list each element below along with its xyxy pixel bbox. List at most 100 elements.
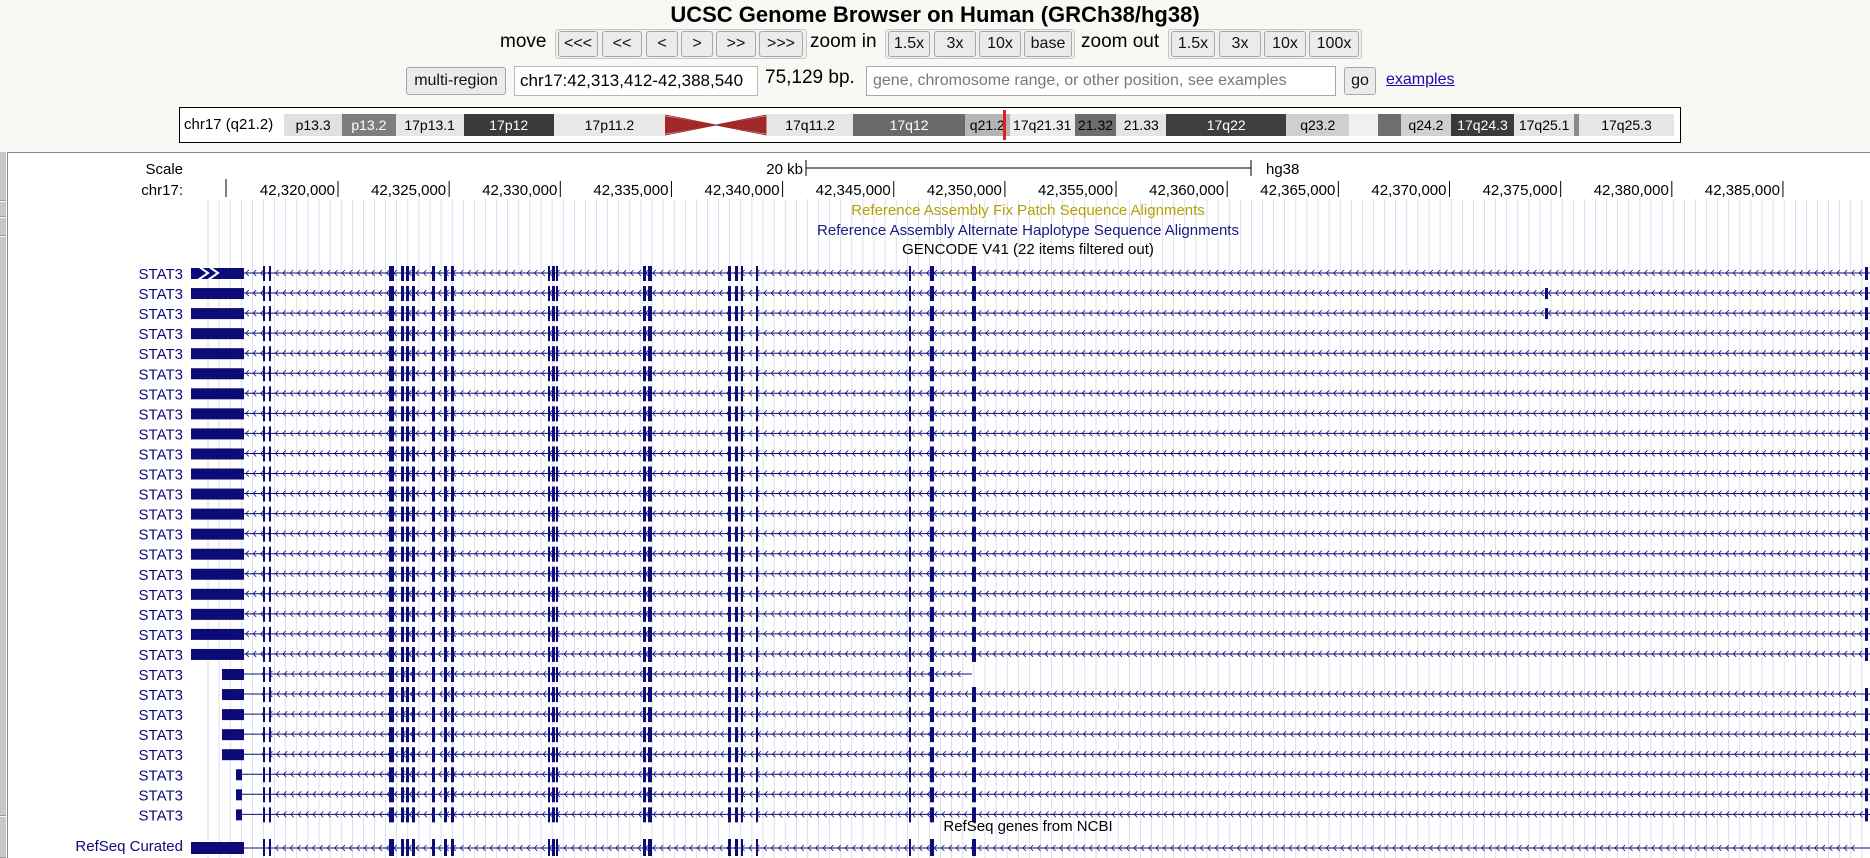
examples-link[interactable]: examples [1386, 71, 1455, 88]
track-image[interactable]: Scale 20 kb hg38 chr17: 42,320,000 42,325… [7, 152, 1870, 858]
exon [735, 767, 738, 783]
exon [451, 426, 454, 442]
ideogram-band: 17q25.3 [1579, 114, 1674, 136]
zoom-out-3x-button[interactable]: 3x [1219, 31, 1261, 57]
exon [930, 486, 934, 502]
exon [552, 606, 555, 622]
position-search-input[interactable] [866, 66, 1336, 96]
exon [548, 546, 550, 562]
exon [909, 787, 911, 803]
scale-label: Scale [145, 161, 183, 178]
transcript-label: STAT3 [139, 426, 183, 443]
exon [263, 486, 265, 502]
exon [756, 486, 758, 502]
exon [648, 286, 652, 302]
exon [756, 839, 758, 856]
go-button[interactable]: go [1344, 67, 1376, 95]
exon [389, 747, 394, 763]
exon [756, 266, 758, 281]
exon [930, 526, 934, 542]
move-step-left-button[interactable]: < [646, 31, 678, 57]
exon [735, 266, 738, 281]
exon [556, 446, 558, 462]
exon [451, 606, 454, 622]
scale-bar-text: 20 kb [766, 161, 803, 178]
exon [1865, 507, 1868, 521]
track-handle-ruler[interactable] [0, 152, 6, 201]
track-handle-gencode[interactable] [0, 237, 6, 816]
exon [741, 787, 743, 803]
exon [412, 446, 415, 462]
exon [406, 787, 409, 803]
track-handle-refseq[interactable] [0, 817, 6, 858]
track-handle-fix-patch[interactable] [0, 202, 6, 217]
exon [263, 326, 265, 342]
zoom-in-10x-button[interactable]: 10x [979, 31, 1021, 57]
exon [389, 646, 394, 662]
zoom-in-3x-button[interactable]: 3x [934, 31, 976, 57]
exon [648, 687, 652, 703]
ideogram-band: 17p13.1 [395, 114, 464, 136]
refseq-track-label[interactable]: RefSeq Curated [75, 838, 183, 855]
exon [735, 546, 738, 562]
exon [432, 646, 435, 662]
exon [548, 727, 550, 743]
exon [556, 626, 558, 642]
exon [972, 326, 976, 342]
ruler-tick-label: 42,375,000 [1483, 182, 1558, 199]
utr-block [191, 528, 244, 540]
exon [406, 526, 409, 542]
exon [643, 506, 646, 522]
move-far-left-button[interactable]: <<< [558, 31, 598, 57]
exon [1865, 387, 1868, 401]
exon [648, 606, 652, 622]
exon [263, 566, 265, 582]
chromosome-ideogram[interactable]: chr17 (q21.2) p13.3 p13.2 17p13.1 17p12 17p1… [179, 107, 1681, 143]
exon [444, 586, 447, 602]
exon [269, 386, 271, 402]
exon [406, 606, 409, 622]
zoom-out-100x-button[interactable]: 100x [1309, 31, 1359, 57]
zoom-in-base-button[interactable]: base [1024, 31, 1072, 57]
exon [909, 466, 911, 482]
exon [1865, 788, 1868, 802]
exon [444, 526, 447, 542]
exon [406, 426, 409, 442]
exon [741, 839, 743, 856]
exon [412, 366, 415, 382]
exon [269, 687, 271, 703]
exon [401, 386, 404, 402]
exon [269, 366, 271, 382]
exon [401, 687, 404, 703]
exon [451, 566, 454, 582]
move-left-button[interactable]: << [602, 31, 642, 57]
transcript-label: STAT3 [139, 587, 183, 604]
ruler-tick-label: 42,350,000 [927, 182, 1002, 199]
exon [552, 626, 555, 642]
exon [1865, 467, 1868, 481]
move-right-button[interactable]: >> [716, 31, 756, 57]
exon [648, 326, 652, 342]
exon [263, 286, 265, 302]
exon [741, 266, 743, 281]
exon [401, 787, 404, 803]
track-handle-alt-haplotype[interactable] [0, 218, 6, 236]
move-step-right-button[interactable]: > [681, 31, 713, 57]
gencode-track-title: GENCODE V41 (22 items filtered out) [902, 241, 1154, 258]
zoom-out-10x-button[interactable]: 10x [1264, 31, 1306, 57]
exon [389, 707, 394, 723]
exon [728, 566, 731, 582]
zoom-out-1-5x-button[interactable]: 1.5x [1171, 31, 1215, 57]
zoom-in-1-5x-button[interactable]: 1.5x [888, 31, 930, 57]
exon [930, 286, 934, 302]
transcript-label: STAT3 [139, 446, 183, 463]
multi-region-button[interactable]: multi-region [406, 67, 506, 95]
utr-block [191, 348, 244, 360]
exon [735, 386, 738, 402]
exon [756, 687, 758, 703]
exon [401, 747, 404, 763]
exon [263, 506, 265, 522]
exon [972, 646, 976, 662]
exon [643, 727, 646, 743]
move-far-right-button[interactable]: >>> [759, 31, 803, 57]
